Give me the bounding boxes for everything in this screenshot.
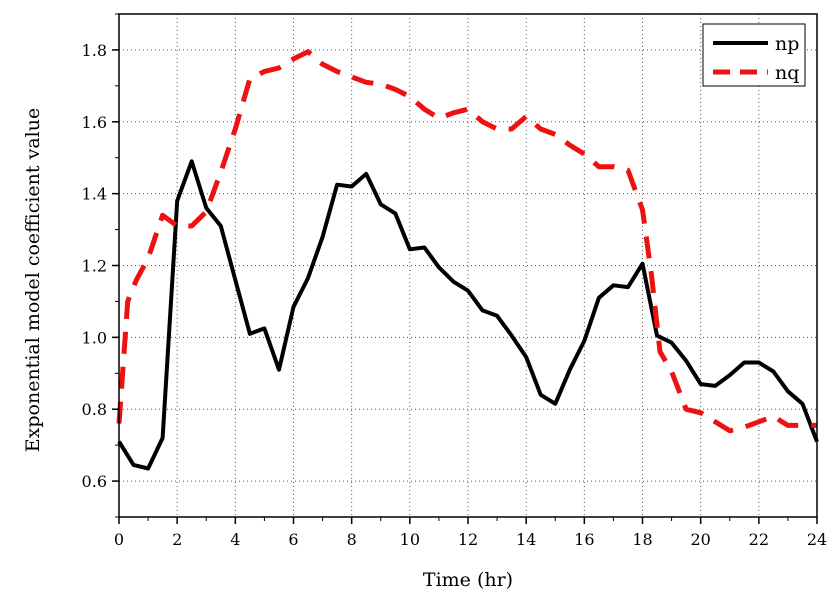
grid-layer — [119, 14, 817, 517]
x-tick-label: 4 — [230, 530, 240, 549]
legend-label-nq: nq — [775, 62, 799, 84]
series-line-np — [117, 159, 819, 471]
x-tick-label: 0 — [114, 530, 124, 549]
y-axis-title: Exponential model coefficient value — [22, 108, 44, 452]
legend: np nq — [702, 23, 806, 87]
legend-label-np: np — [775, 33, 799, 55]
y-tick-label: 1.6 — [82, 113, 107, 132]
x-tick-label: 24 — [807, 530, 827, 549]
x-axis-title: Time (hr) — [423, 569, 513, 591]
x-tick-label: 18 — [632, 530, 652, 549]
x-tick-label: 2 — [172, 530, 182, 549]
y-tick-label: 1.0 — [82, 328, 107, 347]
y-tick-label: 1.4 — [82, 185, 107, 204]
x-tick-label: 22 — [749, 530, 769, 549]
x-tick-label: 14 — [516, 530, 536, 549]
x-tick-label: 20 — [690, 530, 710, 549]
x-tick-label: 10 — [400, 530, 420, 549]
series-line-nq — [116, 49, 817, 434]
axis-labels: Time (hr) Exponential model coefficient … — [22, 108, 513, 591]
legend-box — [702, 23, 806, 87]
y-tick-label: 1.8 — [82, 41, 107, 60]
series-layer — [116, 49, 819, 471]
y-tick-label: 0.8 — [82, 400, 107, 419]
tick-layer: 0 2 4 6 8 10 12 14 16 18 20 22 240.60.81.01.21.41.61… — [82, 13, 827, 549]
x-tick-label: 12 — [458, 530, 478, 549]
x-tick-label: 8 — [347, 530, 357, 549]
x-tick-label: 6 — [288, 530, 298, 549]
y-tick-label: 0.6 — [82, 472, 107, 491]
x-tick-label: 16 — [574, 530, 594, 549]
y-tick-label: 1.2 — [82, 257, 107, 276]
